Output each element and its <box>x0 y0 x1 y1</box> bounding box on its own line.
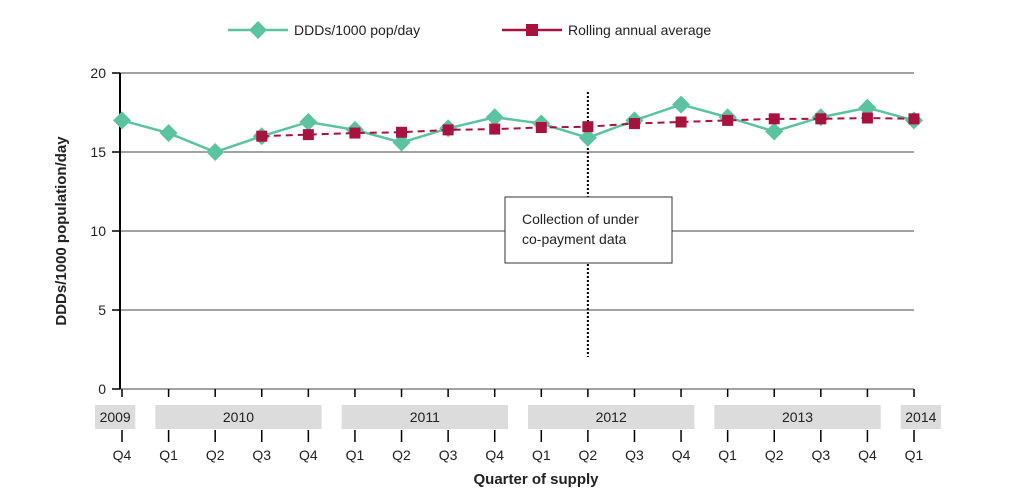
x-tick-label: Q1 <box>346 447 365 463</box>
data-point-square <box>396 126 408 138</box>
year-band <box>341 405 508 429</box>
year-band <box>900 405 941 429</box>
data-point-square <box>582 121 594 133</box>
x-tick-label: Q3 <box>439 447 458 463</box>
data-point-square <box>628 118 640 130</box>
legend-square-icon <box>526 24 538 36</box>
y-tick-label: 20 <box>90 65 106 81</box>
data-point-square <box>302 129 314 141</box>
data-point-square <box>768 113 780 125</box>
data-point-square <box>908 113 920 125</box>
data-point-diamond <box>392 133 411 152</box>
x-tick-label: Q4 <box>485 447 504 463</box>
year-label: 2012 <box>596 409 627 425</box>
annotation-text: co-payment data <box>522 231 626 247</box>
x-tick-label: Q4 <box>299 447 318 463</box>
data-point-diamond <box>485 108 504 127</box>
data-point-square <box>489 123 501 135</box>
x-tick-label: Q2 <box>579 447 598 463</box>
data-point-square <box>256 130 268 142</box>
y-tick-label: 5 <box>98 302 106 318</box>
x-tick-label: Q4 <box>858 447 877 463</box>
annotation-box <box>504 196 673 264</box>
x-tick-label: Q4 <box>113 447 132 463</box>
year-band <box>714 405 881 429</box>
data-point-square <box>675 116 687 128</box>
data-point-square <box>349 127 361 139</box>
year-label: 2011 <box>410 409 440 425</box>
x-axis-label: Quarter of supply <box>473 471 599 488</box>
x-tick-label: Q3 <box>811 447 830 463</box>
legend-label: DDDs/1000 pop/day <box>294 22 420 38</box>
x-tick-label: Q2 <box>392 447 411 463</box>
y-tick-label: 15 <box>90 144 106 160</box>
data-point-square <box>535 122 547 134</box>
x-tick-label: Q1 <box>532 447 551 463</box>
year-band <box>155 405 322 429</box>
x-tick-label: Q1 <box>159 447 178 463</box>
x-tick-label: Q4 <box>672 447 691 463</box>
year-label: 2014 <box>905 409 936 425</box>
y-tick-label: 10 <box>90 223 106 239</box>
data-point-diamond <box>299 112 318 131</box>
data-point-diamond <box>578 128 597 147</box>
legend-label: Rolling annual average <box>568 22 711 38</box>
data-point-square <box>722 114 734 126</box>
x-tick-label: Q1 <box>718 447 737 463</box>
year-band <box>95 405 136 429</box>
data-point-diamond <box>672 95 691 114</box>
data-point-diamond <box>206 143 225 161</box>
year-label: 2009 <box>100 409 131 425</box>
x-tick-label: Q1 <box>905 447 924 463</box>
data-point-diamond <box>159 124 178 143</box>
data-point-square <box>815 113 827 125</box>
y-axis-label: DDDs/1000 population/day <box>53 136 70 326</box>
annotation-text: Collection of under <box>522 211 639 227</box>
year-band <box>528 405 695 429</box>
series-line-0 <box>121 103 915 154</box>
year-label: 2013 <box>782 409 813 425</box>
data-point-square <box>861 112 873 124</box>
x-tick-label: Q2 <box>206 447 225 463</box>
data-point-diamond <box>113 111 131 130</box>
y-tick-label: 0 <box>98 381 106 397</box>
x-tick-label: Q2 <box>765 447 784 463</box>
year-label: 2010 <box>223 409 254 425</box>
x-tick-label: Q3 <box>625 447 644 463</box>
legend-diamond-icon <box>249 21 267 39</box>
x-tick-label: Q3 <box>252 447 271 463</box>
data-point-diamond <box>858 98 877 117</box>
data-point-diamond <box>765 122 784 141</box>
data-point-square <box>442 124 454 136</box>
